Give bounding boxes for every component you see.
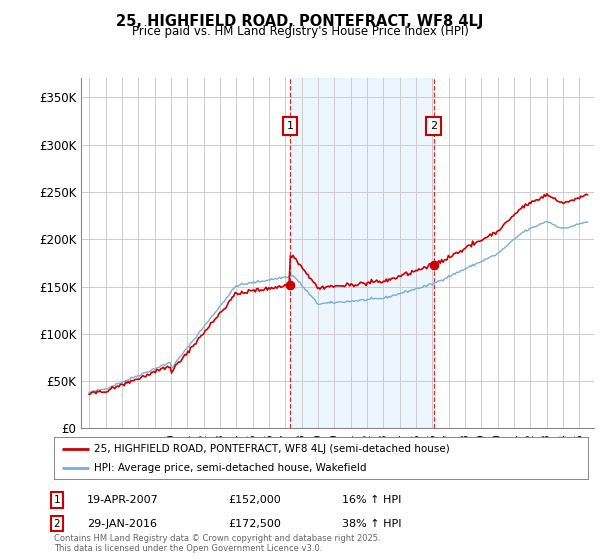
Text: Contains HM Land Registry data © Crown copyright and database right 2025.
This d: Contains HM Land Registry data © Crown c… xyxy=(54,534,380,553)
Text: 38% ↑ HPI: 38% ↑ HPI xyxy=(342,519,401,529)
Text: 1: 1 xyxy=(286,121,293,130)
Text: £152,000: £152,000 xyxy=(228,495,281,505)
Text: 25, HIGHFIELD ROAD, PONTEFRACT, WF8 4LJ: 25, HIGHFIELD ROAD, PONTEFRACT, WF8 4LJ xyxy=(116,14,484,29)
Text: 25, HIGHFIELD ROAD, PONTEFRACT, WF8 4LJ (semi-detached house): 25, HIGHFIELD ROAD, PONTEFRACT, WF8 4LJ … xyxy=(94,444,450,454)
Text: 1: 1 xyxy=(53,495,61,505)
Text: Price paid vs. HM Land Registry's House Price Index (HPI): Price paid vs. HM Land Registry's House … xyxy=(131,25,469,38)
Text: 19-APR-2007: 19-APR-2007 xyxy=(87,495,159,505)
Text: 29-JAN-2016: 29-JAN-2016 xyxy=(87,519,157,529)
Text: 2: 2 xyxy=(430,121,437,130)
Text: £172,500: £172,500 xyxy=(228,519,281,529)
Text: HPI: Average price, semi-detached house, Wakefield: HPI: Average price, semi-detached house,… xyxy=(94,463,367,473)
Text: 2: 2 xyxy=(53,519,61,529)
Text: 16% ↑ HPI: 16% ↑ HPI xyxy=(342,495,401,505)
